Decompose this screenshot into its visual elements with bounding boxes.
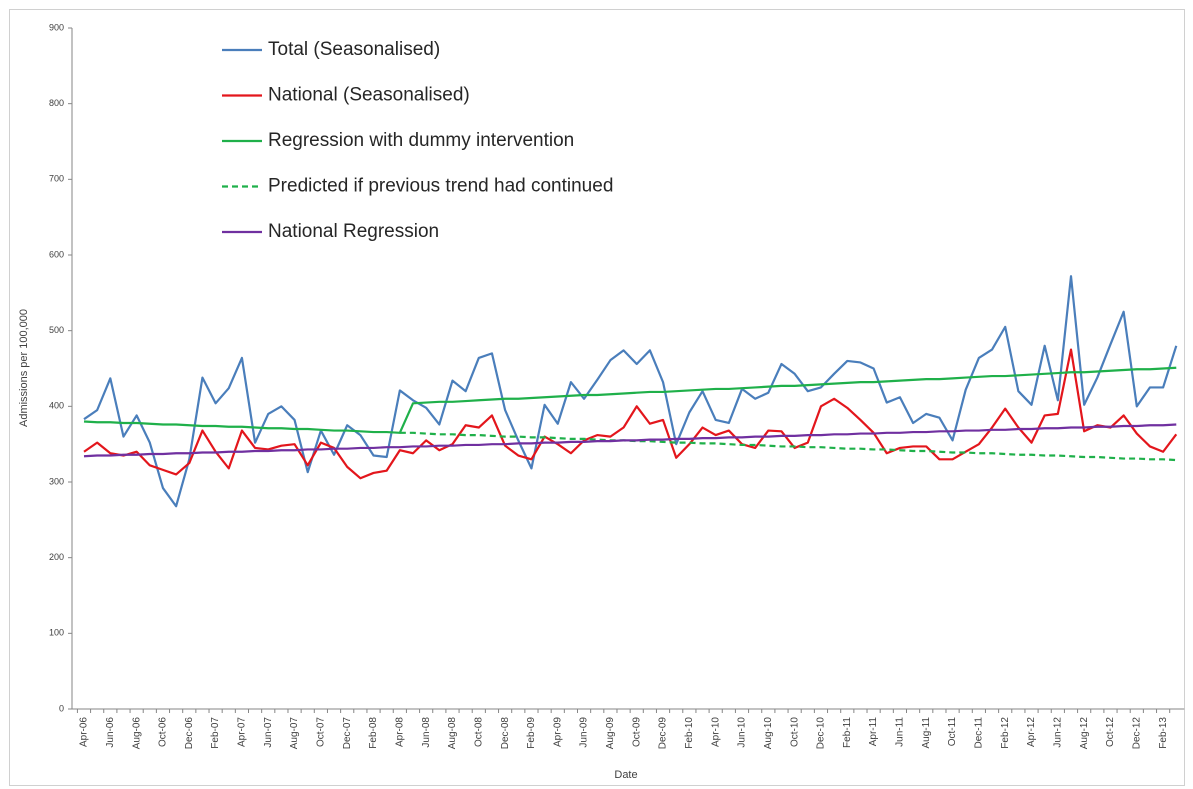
x-tick-label: Aug-08 <box>447 717 458 750</box>
series-line <box>83 275 1178 508</box>
legend-label: Total (Seasonalised) <box>268 39 440 60</box>
x-tick-label: Feb-13 <box>1158 717 1169 749</box>
x-tick-label: Oct-08 <box>473 717 484 747</box>
x-tick-label: Oct-12 <box>1105 717 1116 747</box>
x-tick-label: Dec-10 <box>816 717 827 750</box>
x-tick-label: Apr-09 <box>552 717 563 747</box>
legend-label: National Regression <box>268 221 439 242</box>
legend-label: Predicted if previous trend had continue… <box>268 176 613 197</box>
x-tick-label: Oct-11 <box>947 717 958 747</box>
series-line <box>83 366 1177 434</box>
x-tick-label: Feb-07 <box>210 717 221 749</box>
x-tick-label: Aug-07 <box>289 717 300 750</box>
x-tick-label: Jun-09 <box>579 717 590 748</box>
x-tick-label: Oct-10 <box>789 717 800 747</box>
x-tick-label: Dec-11 <box>974 717 985 749</box>
x-tick-label: Jun-11 <box>895 717 906 747</box>
x-tick-label: Oct-07 <box>316 717 327 747</box>
x-tick-label: Jun-06 <box>105 717 116 748</box>
y-axis-title: Admissions per 100,000 <box>18 309 30 427</box>
x-tick-label: Apr-12 <box>1026 717 1037 747</box>
x-tick-label: Oct-09 <box>631 717 642 747</box>
y-tick-label: 100 <box>49 628 64 638</box>
legend-label: Regression with dummy intervention <box>268 130 574 151</box>
y-tick-label: 400 <box>49 401 64 411</box>
x-tick-label: Apr-08 <box>394 717 405 747</box>
x-tick-label: Aug-06 <box>131 717 142 750</box>
x-tick-label: Jun-08 <box>421 717 432 748</box>
x-tick-label: Aug-12 <box>1079 717 1090 750</box>
x-tick-label: Feb-08 <box>368 717 379 749</box>
x-tick-label: Aug-11 <box>921 717 932 749</box>
x-tick-label: Dec-06 <box>184 717 195 750</box>
x-tick-label: Jun-10 <box>737 717 748 748</box>
y-tick-label: 700 <box>49 174 64 184</box>
y-tick-label: 200 <box>49 552 64 562</box>
x-tick-label: Feb-10 <box>684 717 695 749</box>
x-tick-label: Aug-10 <box>763 717 774 750</box>
x-tick-label: Dec-07 <box>342 717 353 750</box>
x-tick-label: Feb-09 <box>526 717 537 749</box>
x-tick-label: Feb-11 <box>842 717 853 748</box>
x-tick-label: Oct-06 <box>158 717 169 747</box>
x-tick-label: Jun-07 <box>263 717 274 748</box>
y-tick-label: 500 <box>49 325 64 335</box>
series-line <box>83 348 1178 480</box>
y-tick-label: 600 <box>49 249 64 259</box>
y-tick-label: 800 <box>49 98 64 108</box>
x-tick-label: Feb-12 <box>1000 717 1011 749</box>
x-tick-label: Apr-06 <box>79 717 90 747</box>
x-tick-label: Dec-12 <box>1131 717 1142 750</box>
x-tick-label: Apr-07 <box>237 717 248 747</box>
x-tick-label: Apr-10 <box>710 717 721 747</box>
x-tick-label: Dec-09 <box>658 717 669 750</box>
x-tick-label: Jun-12 <box>1052 717 1063 748</box>
x-axis-title: Date <box>614 769 637 781</box>
y-tick-label: 900 <box>49 22 64 32</box>
y-tick-label: 300 <box>49 476 64 486</box>
x-tick-label: Aug-09 <box>605 717 616 750</box>
chart-frame <box>9 9 1185 786</box>
x-tick-label: Dec-08 <box>500 717 511 750</box>
x-tick-label: Apr-11 <box>868 717 879 747</box>
legend-label: National (Seasonalised) <box>268 85 470 106</box>
y-tick-label: 0 <box>59 703 64 713</box>
series-line <box>83 423 1177 458</box>
